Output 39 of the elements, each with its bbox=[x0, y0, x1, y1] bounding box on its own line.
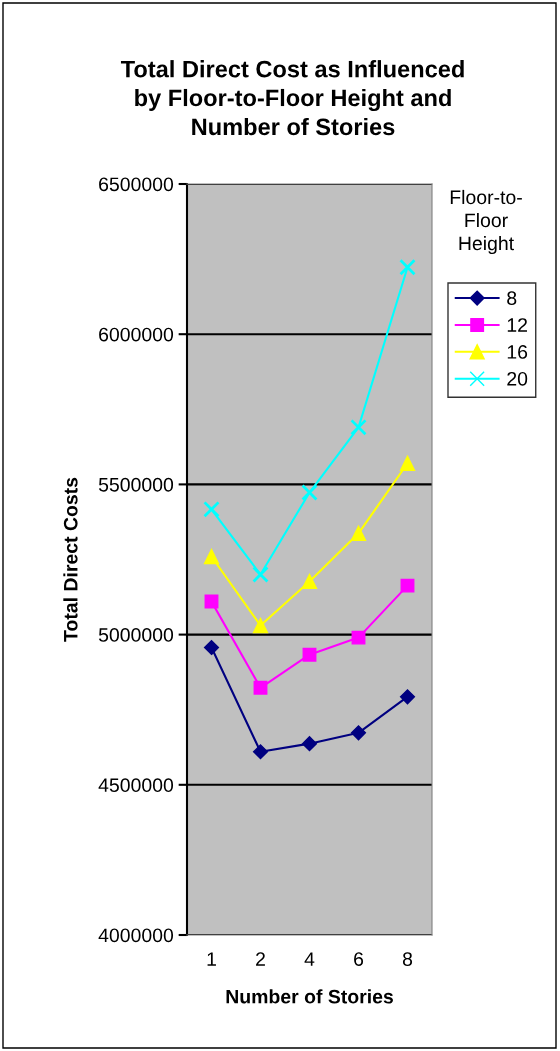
y-tick-label: 6500000 bbox=[99, 177, 174, 192]
point bbox=[301, 484, 318, 501]
point bbox=[302, 647, 317, 662]
point bbox=[203, 548, 220, 565]
y-axis-title: Total Direct Costs bbox=[63, 477, 78, 642]
legend-label: 8 bbox=[507, 291, 517, 306]
x-tick-label: 2 bbox=[256, 952, 265, 966]
y-tick-label: 5000000 bbox=[98, 628, 174, 642]
legend-label: 12 bbox=[507, 318, 527, 332]
point bbox=[350, 525, 367, 542]
point bbox=[399, 689, 416, 705]
y-tick-label: 4500000 bbox=[98, 778, 174, 793]
point bbox=[252, 566, 269, 583]
point bbox=[301, 736, 318, 752]
point bbox=[399, 455, 416, 472]
point bbox=[400, 578, 415, 593]
point bbox=[252, 744, 269, 760]
point bbox=[252, 617, 269, 634]
point bbox=[253, 680, 268, 695]
legend-label: 20 bbox=[507, 371, 528, 386]
point bbox=[350, 725, 367, 741]
point bbox=[203, 501, 220, 518]
point bbox=[399, 258, 416, 276]
y-tick-label: 5500000 bbox=[98, 477, 174, 492]
y-tick-label: 4000000 bbox=[98, 928, 174, 943]
x-tick-label: 8 bbox=[402, 952, 413, 966]
x-tick-label: 4 bbox=[304, 952, 315, 966]
chart-title: Total Direct Cost as Influenced by Floor-to-Floor Height and Number of Stories bbox=[120, 60, 464, 136]
point bbox=[351, 630, 366, 645]
x-axis-title: Number of Stories bbox=[226, 989, 393, 1004]
point bbox=[301, 573, 318, 590]
point bbox=[203, 639, 220, 656]
x-tick-label: 6 bbox=[354, 952, 364, 966]
y-tick-label: 6000000 bbox=[99, 327, 174, 342]
legend-label: 16 bbox=[507, 345, 528, 359]
point bbox=[204, 594, 219, 609]
legend-title: Floor-to- Floor Height bbox=[450, 189, 522, 255]
x-tick-label: 1 bbox=[207, 952, 216, 966]
point bbox=[350, 418, 367, 436]
